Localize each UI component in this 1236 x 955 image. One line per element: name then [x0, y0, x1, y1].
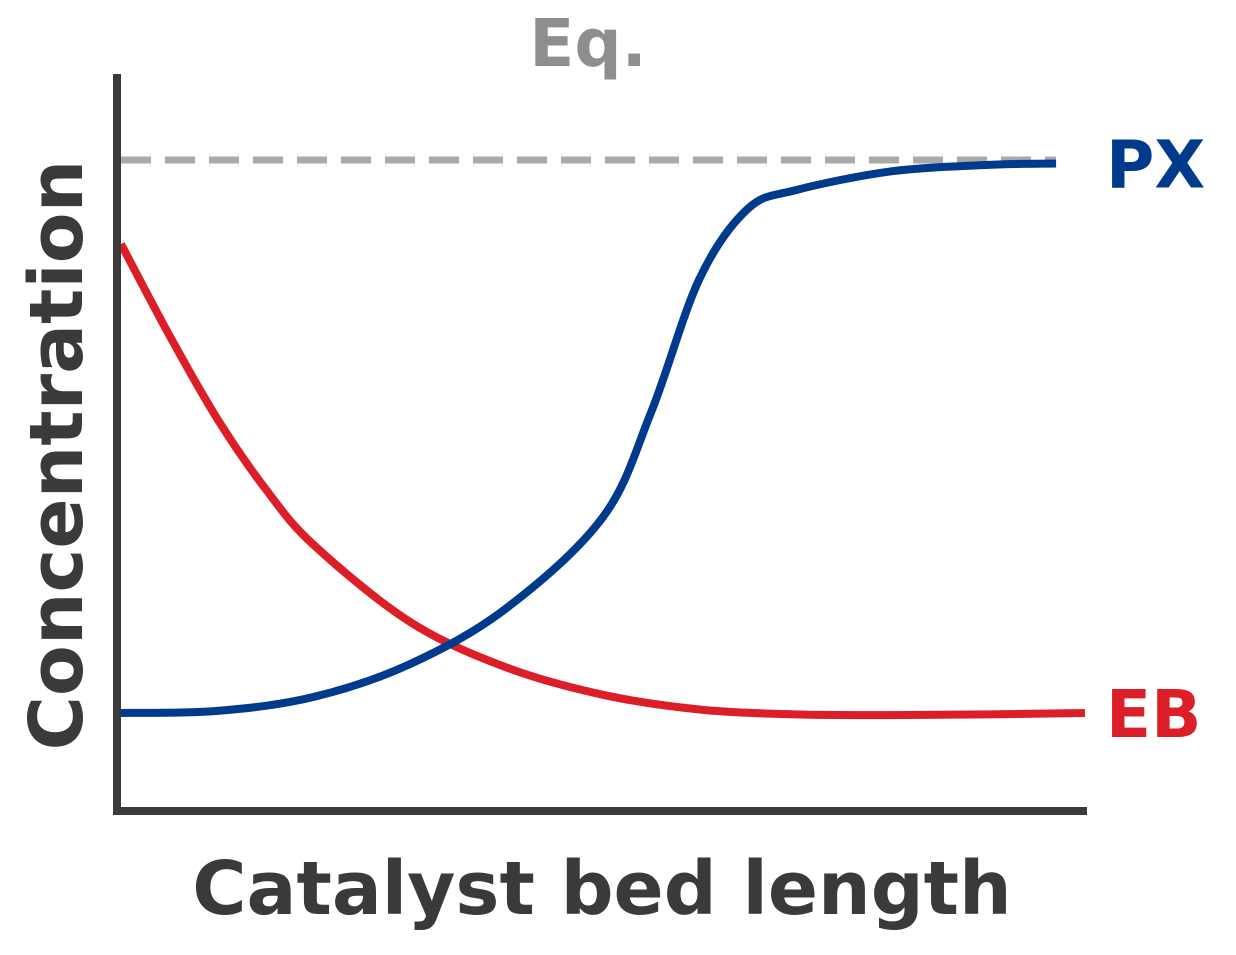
- equilibrium-layer: Eq.: [121, 5, 1057, 164]
- axes-layer: [113, 74, 1087, 815]
- y-axis-title: Concentration: [14, 160, 100, 751]
- series-label-px: PX: [1106, 127, 1205, 204]
- series-line-px: [120, 159, 1057, 717]
- series-label-eb: EB: [1106, 676, 1201, 753]
- label-layer: EB PX: [1106, 127, 1205, 754]
- series-layer: [117, 159, 1086, 720]
- x-axis-title: Catalyst bed length: [192, 846, 1012, 932]
- equilibrium-label: Eq.: [529, 5, 646, 82]
- series-line-eb: [117, 242, 1086, 720]
